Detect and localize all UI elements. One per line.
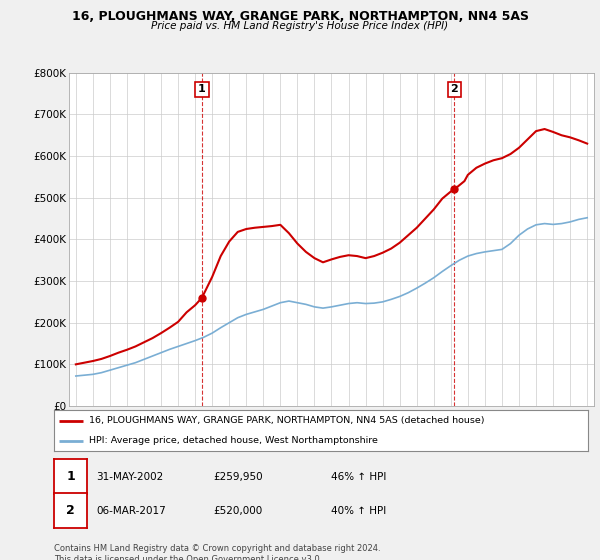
- Text: Contains HM Land Registry data © Crown copyright and database right 2024.
This d: Contains HM Land Registry data © Crown c…: [54, 544, 380, 560]
- Text: HPI: Average price, detached house, West Northamptonshire: HPI: Average price, detached house, West…: [89, 436, 377, 445]
- Text: 31-MAY-2002: 31-MAY-2002: [96, 472, 163, 482]
- Text: 1: 1: [198, 85, 206, 95]
- Text: 16, PLOUGHMANS WAY, GRANGE PARK, NORTHAMPTON, NN4 5AS: 16, PLOUGHMANS WAY, GRANGE PARK, NORTHAM…: [71, 10, 529, 23]
- Text: 06-MAR-2017: 06-MAR-2017: [96, 506, 166, 516]
- Text: Price paid vs. HM Land Registry's House Price Index (HPI): Price paid vs. HM Land Registry's House …: [151, 21, 449, 31]
- Text: 16, PLOUGHMANS WAY, GRANGE PARK, NORTHAMPTON, NN4 5AS (detached house): 16, PLOUGHMANS WAY, GRANGE PARK, NORTHAM…: [89, 416, 484, 425]
- Text: £259,950: £259,950: [214, 472, 263, 482]
- Text: £520,000: £520,000: [214, 506, 263, 516]
- Text: 40% ↑ HPI: 40% ↑ HPI: [331, 506, 386, 516]
- Text: 2: 2: [451, 85, 458, 95]
- Text: 46% ↑ HPI: 46% ↑ HPI: [331, 472, 386, 482]
- Text: 2: 2: [66, 504, 75, 517]
- Text: 1: 1: [66, 470, 75, 483]
